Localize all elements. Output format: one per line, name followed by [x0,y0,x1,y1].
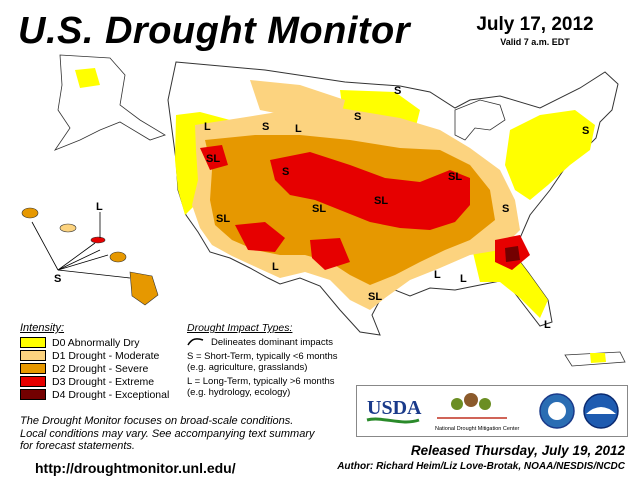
legend-title: Intensity: [20,322,65,334]
intensity-legend: Intensity: D0 Abnormally Dry D1 Drought … [20,322,185,401]
label-s-sd: S [354,111,361,123]
boundary-line-icon [187,338,204,346]
legend-label: D1 Drought - Moderate [52,349,160,362]
impact-legend: Drought Impact Types: Delineates dominan… [187,322,357,401]
label-s-va: S [502,203,509,215]
puerto-rico-d0 [590,353,606,363]
impact-long-term: L = Long-Term, typically >6 months (e.g.… [187,376,357,398]
d0-region-northeast [505,110,595,200]
legend-swatch [20,389,46,400]
d1-region-north [250,80,345,120]
disclaimer-line: Local conditions may vary. See accompany… [20,427,315,440]
legend-swatch [20,376,46,387]
d4-region-ga [505,246,520,262]
hawaii-big-island [129,271,159,306]
label-s-ne: S [582,125,589,137]
site-url[interactable]: http://droughtmonitor.unl.edu/ [35,460,236,476]
valid-time: Valid 7 a.m. EDT [500,37,570,47]
label-s-hawaii: S [54,273,61,285]
hawaii-molokai [90,236,106,244]
label-sl-nv: SL [206,153,220,165]
ndmc-logo: National Drought Mitigation Center [435,426,520,432]
d3-region-nv [200,145,228,170]
label-sl-az: SL [216,213,230,225]
label-sl-co: SL [312,203,326,215]
legend-item-d3: D3 Drought - Extreme [20,375,185,388]
d3-region-plains [270,152,470,230]
alaska [53,54,166,151]
disclaimer-line: for forecast statements. [20,440,135,452]
label-sl-tx: SL [368,291,382,303]
legend-label: D0 Abnormally Dry [52,336,140,349]
alaska-d0 [75,68,100,88]
hawaii-kauai [21,207,39,219]
author-credit: Author: Richard Heim/Liz Love-Brotak, NO… [337,461,625,472]
legend-label: D4 Drought - Exceptional [52,388,170,401]
hawaii-maui [109,251,127,263]
label-s-ut: S [282,166,289,178]
hawaii-oahu [59,223,77,233]
usda-logo: USDA [367,397,422,419]
legend-label: D3 Drought - Extreme [52,375,155,388]
label-l-al: L [460,273,467,285]
legend-item-d2: D2 Drought - Severe [20,362,185,375]
label-sl-ks: SL [374,195,388,207]
label-sl-il: SL [448,171,462,183]
d3-region-sw [235,222,285,252]
long-term-text: L = Long-Term, typically >6 months [187,376,335,387]
impact-short-term: S = Short-Term, typically <6 months (e.g… [187,351,357,373]
short-term-example: (e.g. agriculture, grasslands) [187,362,308,373]
label-l-nm: L [272,261,279,273]
impact-title: Drought Impact Types: [187,322,293,334]
impact-delineates: Delineates dominant impacts [187,337,357,348]
logos-strip: USDA National Drought Mitigation Center [366,393,619,432]
short-term-text: S = Short-Term, typically <6 months [187,351,338,362]
legend-item-d1: D1 Drought - Moderate [20,349,185,362]
label-l-hawaii: L [96,201,103,213]
legend-item-d4: D4 Drought - Exceptional [20,388,185,401]
partner-logos: USDA National Drought Mitigation Center [356,385,628,437]
label-s-mt: S [262,121,269,133]
map-date: July 17, 2012 [476,14,594,35]
legend-swatch [20,337,46,348]
label-s-mn: S [394,85,401,97]
impact-delineates-text: Delineates dominant impacts [211,337,333,348]
map-title: U.S. Drought Monitor [18,10,411,52]
release-date: Released Thursday, July 19, 2012 [410,443,625,458]
disclaimer: The Drought Monitor focuses on broad-sca… [20,415,360,453]
long-term-example: (e.g. hydrology, ecology) [187,387,291,398]
legend-label: D2 Drought - Severe [52,362,149,375]
d3-region-tx [310,238,350,270]
label-l-fl: L [544,319,551,331]
legend-swatch [20,363,46,374]
label-l-la: L [434,269,441,281]
great-lakes [454,99,506,141]
disclaimer-line: The Drought Monitor focuses on broad-sca… [20,415,294,427]
label-l-mt: L [295,123,302,135]
legend-swatch [20,350,46,361]
legend-item-d0: D0 Abnormally Dry [20,336,185,349]
label-l-west: L [204,121,211,133]
d0-region-southeast [470,230,548,318]
